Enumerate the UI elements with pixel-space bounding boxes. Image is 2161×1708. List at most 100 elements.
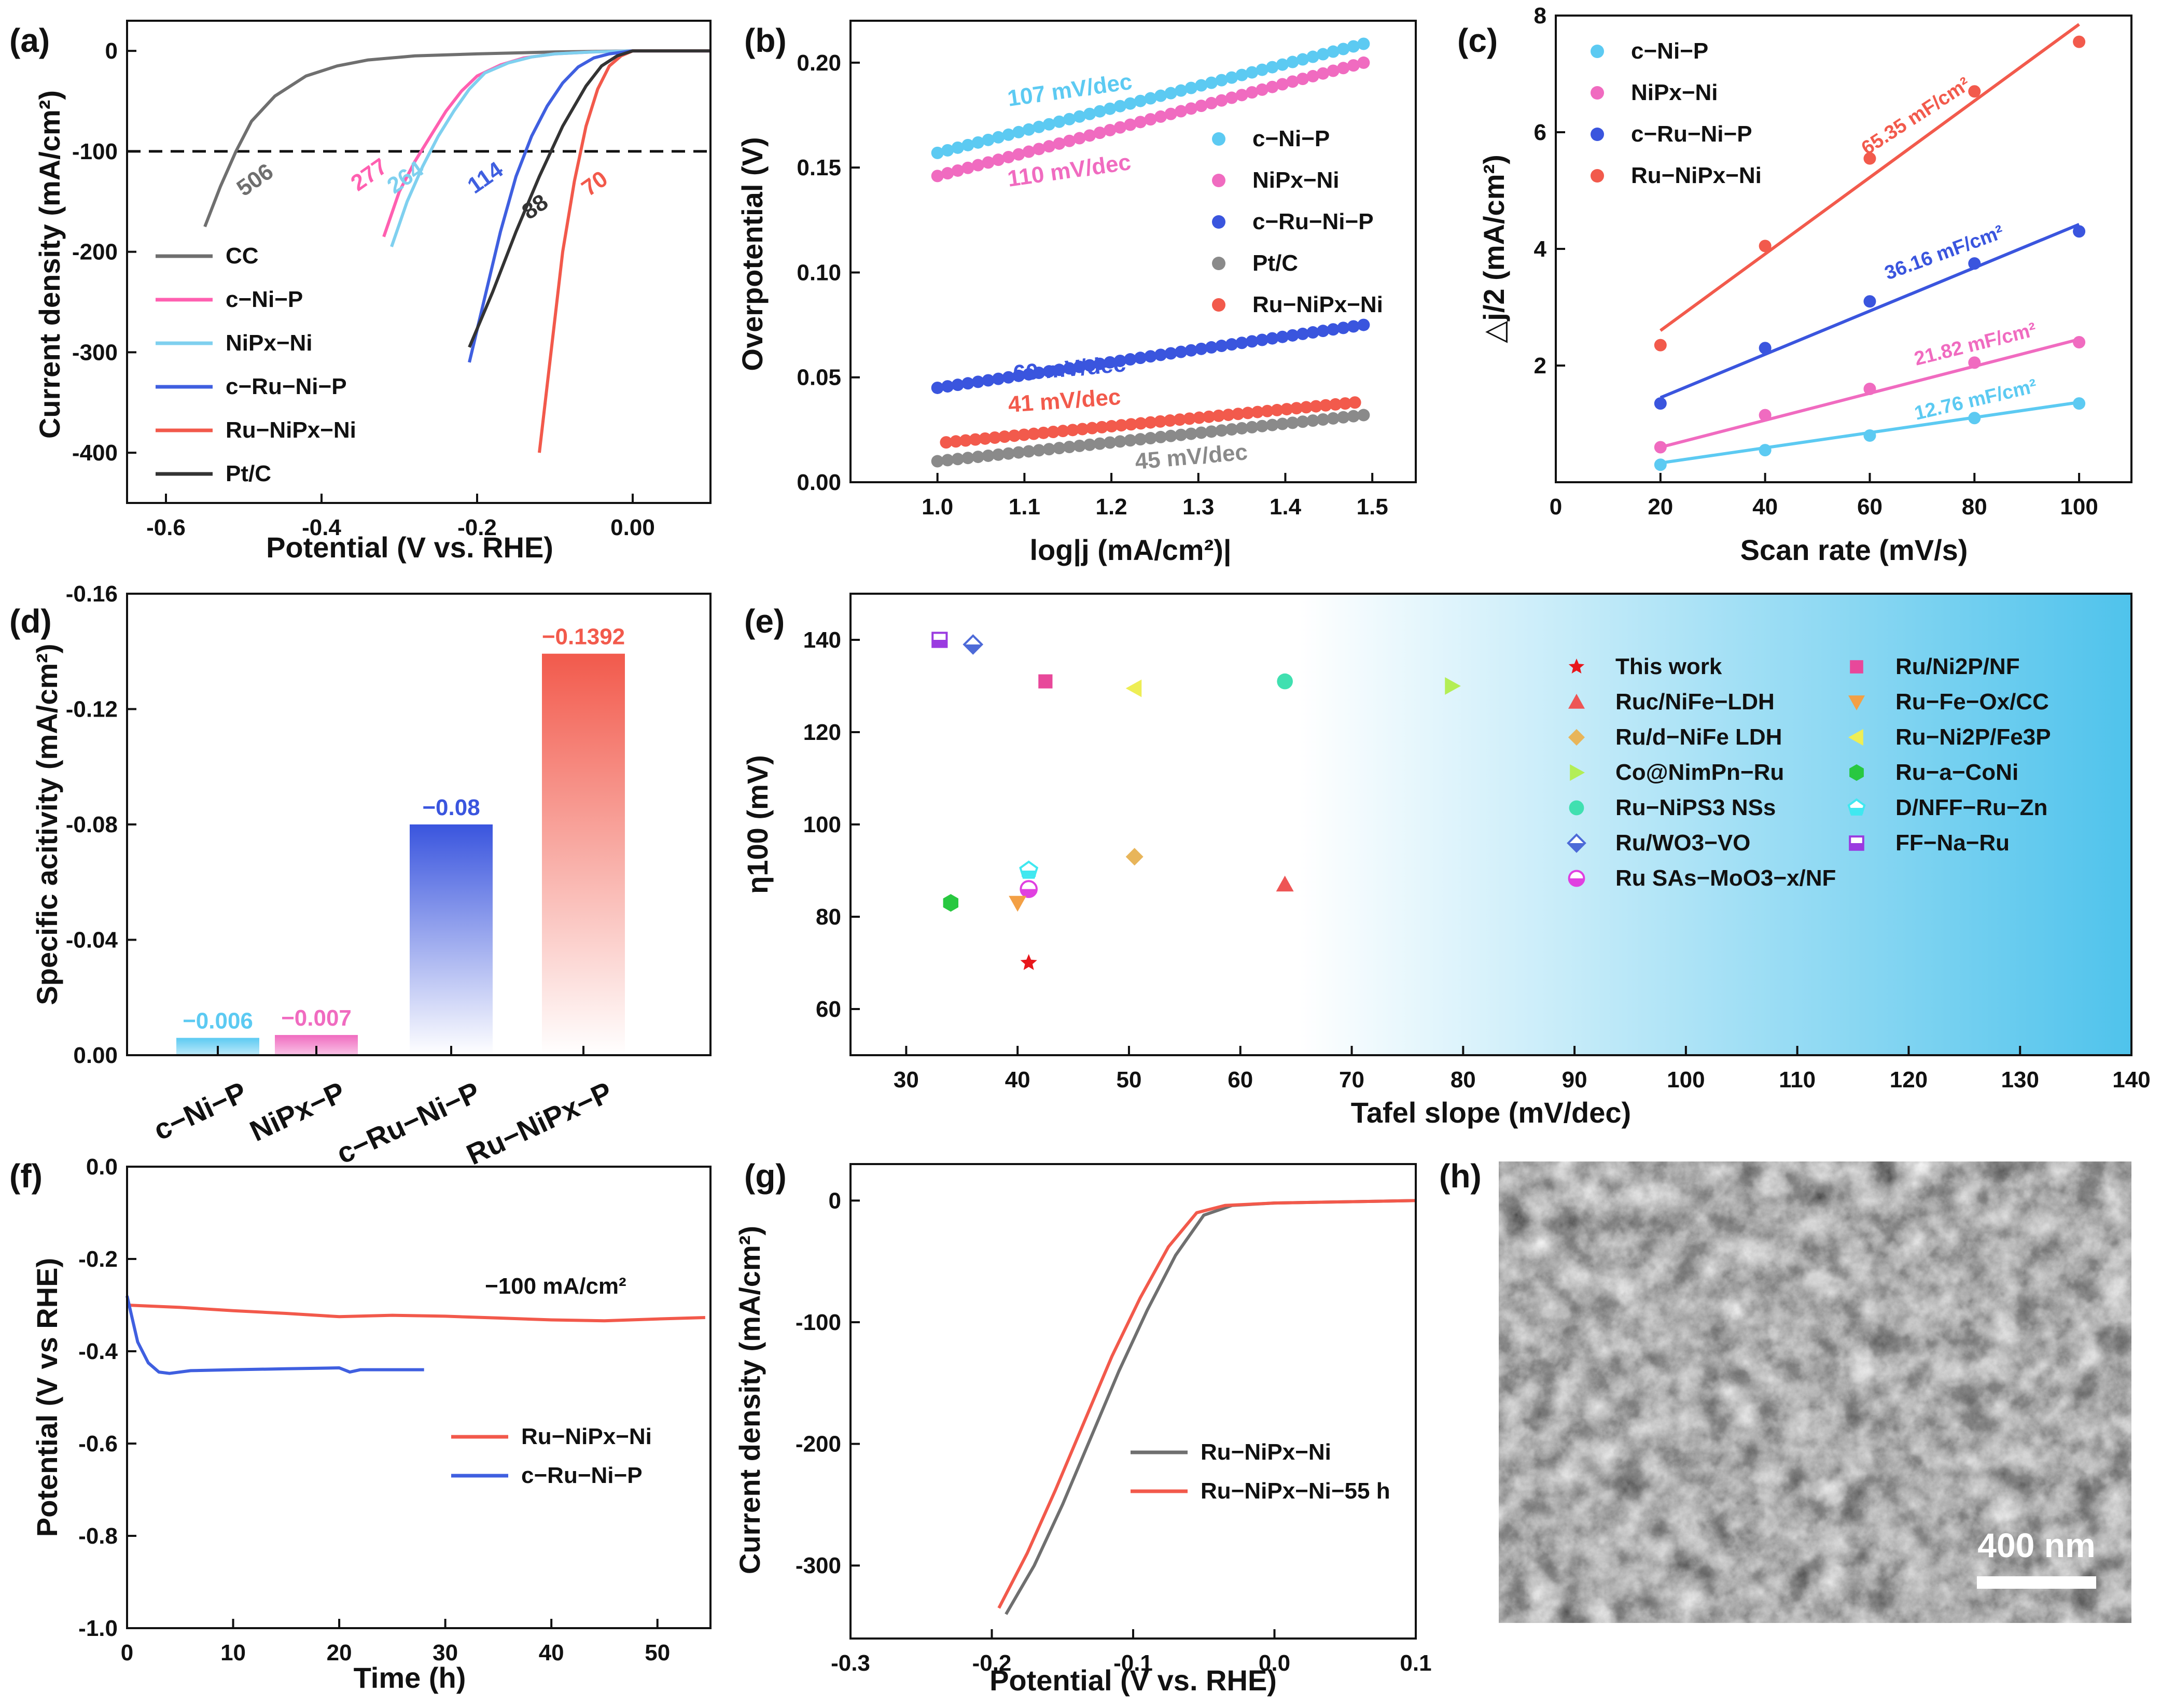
panel-e-legend-marker	[1567, 833, 1586, 853]
panel-d-category-label: NiPx−P	[245, 1075, 350, 1147]
panel-c-ylabel: △j/2 (mA/cm²)	[1477, 155, 1510, 343]
panel-a-legend-item: CC	[156, 243, 259, 269]
panel-a-legend-item-label: Ru−NiPx−Ni	[226, 417, 356, 443]
panel-e-point	[1038, 674, 1053, 689]
panel-label-b: (b)	[744, 22, 787, 59]
panel-e-point-fill	[1022, 871, 1036, 877]
panel-a-legend-item-label: CC	[226, 243, 259, 269]
panel-g-ylabel: Current density (mA/cm²)	[733, 1226, 766, 1574]
panel-c-point	[2073, 225, 2086, 238]
panel-e-ytick-label: 80	[816, 904, 841, 930]
panel-c-point	[1968, 412, 1981, 425]
panel-g-legend-item-label: Ru−NiPx−Ni	[1201, 1439, 1331, 1465]
panel-b-legend-item-marker	[1212, 257, 1225, 270]
panel-c-capacitance-label: 65.35 mF/cm²	[1858, 73, 1974, 159]
panel-c-ytick-label: 4	[1534, 236, 1547, 262]
panel-e-legend-item: Ruc/NiFe−LDH	[1568, 689, 1775, 715]
panel-e-legend-marker	[1570, 764, 1585, 781]
panel-d-value-label: −0.006	[183, 1009, 253, 1034]
panel-f-xtick-label: 50	[645, 1640, 670, 1665]
panel-b-slope-label: 41 mV/dec	[1007, 384, 1122, 417]
panel-e-legend-item: Ru−Fe−Ox/CC	[1848, 689, 2049, 715]
panel-e-point	[1020, 880, 1038, 898]
panel-e-legend-item: Ru SAs−MoO3−x/NF	[1568, 865, 1836, 891]
panel-b-slope-label: 60 mV/dec	[1012, 351, 1127, 386]
panel-e-point	[1445, 677, 1461, 695]
panel-e-legend-label: FF−Na−Ru	[1895, 830, 2010, 856]
panel-e-ytick-label: 100	[803, 812, 841, 837]
panel-g-frame	[849, 1163, 1417, 1640]
panel-b-legend-item-marker	[1212, 174, 1225, 187]
panel-e-legend-label: Ru−NiPS3 NSs	[1615, 795, 1776, 820]
sem-scale-bar	[1977, 1576, 2096, 1589]
panel-e-point	[943, 894, 958, 912]
panel-c-point	[1863, 295, 1876, 308]
panel-e-point	[931, 632, 948, 648]
panel-e-point	[1276, 875, 1294, 892]
panel-d-ytick-label: -0.16	[66, 581, 118, 607]
panel-e-legend-marker	[1569, 800, 1584, 816]
panel-e-legend-marker	[1568, 659, 1585, 674]
panel-g-xtick-label: 0.1	[1400, 1650, 1431, 1676]
panel-e-legend-marker	[1568, 870, 1585, 887]
panel-e-legend-label: Ru/WO3−VO	[1615, 830, 1750, 856]
panel-b-legend-item-marker	[1212, 132, 1225, 146]
panel-e-xtick-label: 140	[2112, 1067, 2150, 1093]
panel-f-legend-item-label: c−Ru−Ni−P	[521, 1463, 643, 1488]
panel-e-legend-label: Ru−Ni2P/Fe3P	[1895, 724, 2051, 750]
panel-b-slope-label: 45 mV/dec	[1134, 439, 1249, 474]
panel-a-series-pt-c	[468, 49, 710, 348]
panel-c-legend-item-label: c−Ni−P	[1631, 38, 1708, 64]
panel-e-legend-marker	[1849, 835, 1864, 851]
panel-a-legend-item-label: c−Ni−P	[226, 287, 303, 312]
panel-c-fit-line	[1660, 222, 2080, 399]
panel-c-ytick-label: 6	[1534, 120, 1546, 145]
panel-e-legend-label: D/NFF−Ru−Zn	[1895, 795, 2047, 820]
panel-a-xtick-label: -0.2	[457, 515, 497, 540]
panel-e-legend-item: Ru−a−CoNi	[1849, 760, 2018, 785]
panel-e-legend-item: FF−Na−Ru	[1849, 830, 2010, 856]
panel-b-ytick-label: 0.10	[797, 260, 841, 285]
panel-e-point	[1125, 679, 1142, 697]
panel-b-legend-item: Pt/C	[1212, 250, 1298, 276]
panel-b-fit-line	[937, 324, 1364, 389]
panel-c-xtick-label: 0	[1550, 494, 1562, 520]
sem-image: 400 nm	[1499, 1161, 2131, 1623]
panel-b-legend-item-label: Ru−NiPx−Ni	[1252, 292, 1383, 317]
panel-e-xtick-label: 70	[1339, 1067, 1364, 1093]
panel-e-legend-label: Co@NimPn−Ru	[1615, 760, 1784, 785]
panel-e-point	[1277, 673, 1293, 690]
panel-f-ylabel: Potential (V vs RHE)	[31, 1258, 63, 1537]
panel-b-xtick-label: 1.5	[1357, 494, 1388, 520]
panel-a-xtick-label: -0.4	[302, 515, 341, 540]
panel-b-series	[931, 409, 1370, 468]
panel-c-point	[1654, 441, 1667, 454]
panel-f-legend-item-label: Ru−NiPx−Ni	[521, 1424, 652, 1449]
panel-e-legend-label: Ruc/NiFe−LDH	[1615, 689, 1775, 715]
panel-g-xtick-label: -0.1	[1113, 1650, 1153, 1676]
panel-f-xtick-label: 0	[121, 1640, 133, 1665]
panel-c-point	[1654, 397, 1667, 410]
panel-c-xtick-label: 100	[2060, 494, 2098, 520]
panel-g-ytick-label: -200	[796, 1432, 841, 1457]
panel-e-legend-marker	[1848, 695, 1865, 710]
panel-b-legend-item: c−Ru−Ni−P	[1212, 209, 1374, 234]
panel-c-series	[1654, 23, 2086, 352]
panel-e-legend-label: Ru/Ni2P/NF	[1895, 654, 2020, 679]
panel-e-legend-item: Ru/Ni2P/NF	[1850, 654, 2020, 679]
panel-f-xtick-label: 30	[433, 1640, 458, 1665]
panel-c-chart: 0 20 40 60 80 100 2 4 6 8 Scan rate (mV/s) △j/2 …	[1477, 3, 2132, 566]
panel-g-xtick-label: 0.0	[1259, 1650, 1290, 1676]
panel-a-frame	[126, 20, 712, 504]
panel-e-legend-label: Ru−a−CoNi	[1895, 760, 2018, 785]
panel-e-legend-label: Ru−Fe−Ox/CC	[1895, 689, 2049, 715]
panel-g-series	[1005, 1199, 1416, 1615]
panel-g-legend-item-label: Ru−NiPx−Ni−55 h	[1201, 1478, 1390, 1504]
panel-d-category-label: Ru−NiPx−P	[462, 1075, 617, 1171]
panel-f-ytick-label: 0.0	[86, 1154, 118, 1180]
panel-c-point	[1968, 257, 1981, 270]
panel-a-series-c-ru-ni-p	[468, 49, 710, 363]
panel-c-point	[1968, 85, 1981, 98]
panel-c-legend-item: NiPx−Ni	[1591, 80, 1718, 105]
panel-e-ytick-label: 60	[816, 997, 841, 1022]
